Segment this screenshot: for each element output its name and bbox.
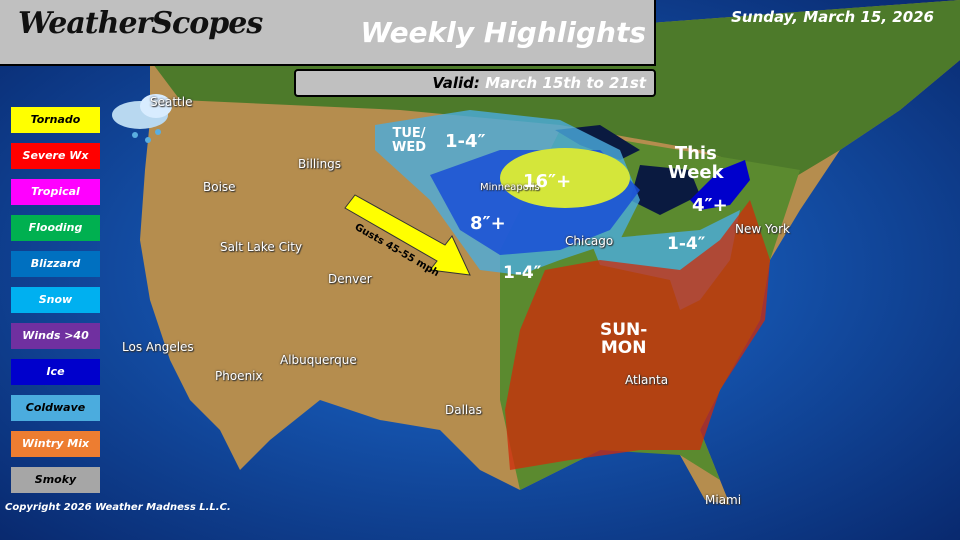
snow-amount-label: 16″+	[523, 171, 572, 192]
city-label: Dallas	[445, 403, 482, 417]
legend-item-blizzard: Blizzard	[11, 251, 100, 277]
legend-item-flooding: Flooding	[11, 215, 100, 241]
wind-arrow-icon	[344, 194, 471, 276]
legend-item-snow: Snow	[11, 287, 100, 313]
snow-16-area	[500, 148, 630, 208]
city-label: Salt Lake City	[220, 240, 303, 254]
date: Sunday, March 15, 2026	[731, 8, 934, 26]
city-label: Phoenix	[215, 369, 263, 383]
legend: Tornado Severe Wx Tropical Flooding Blizzard…	[11, 107, 100, 503]
tue-wed-label: TUE/ WED	[392, 126, 427, 155]
legend-item-tropical: Tropical	[11, 179, 100, 205]
severe-area	[505, 200, 770, 470]
snow-amount-label: 1-4″	[503, 263, 542, 283]
this-week-label: This Week	[668, 143, 724, 183]
rain-cloud-icon	[112, 94, 172, 143]
valid-label: Valid:	[432, 74, 480, 92]
city-label: Minneapolis	[480, 182, 540, 193]
city-label: Atlanta	[625, 373, 669, 387]
page-title: Weekly Highlights	[360, 16, 646, 49]
legend-item-smoky: Smoky	[11, 467, 100, 493]
ice-amount-label: 4″+	[692, 195, 728, 216]
city-label: New York	[735, 222, 790, 236]
ice-area	[690, 160, 750, 210]
legend-item-coldwave: Coldwave	[11, 395, 100, 421]
city-label: Seattle	[150, 95, 193, 109]
legend-item-tornado: Tornado	[11, 107, 100, 133]
snow-amount-label: 1-4″	[667, 234, 706, 254]
city-label: Miami	[705, 493, 742, 507]
city-label: Los Angeles	[122, 340, 194, 354]
valid-text: March 15th to 21st	[485, 74, 646, 92]
logo: WeatherScopes	[18, 6, 263, 41]
sun-mon-label: SUN- MON	[600, 320, 648, 358]
city-label: Boise	[203, 180, 236, 194]
valid-range: Valid: March 15th to 21st	[294, 69, 656, 97]
city-label: Billings	[298, 157, 342, 171]
snow-amount-label: 1-4″	[445, 131, 486, 152]
legend-item-ice: Ice	[11, 359, 100, 385]
copyright: Copyright 2026 Weather Madness L.L.C.	[5, 502, 231, 513]
snow-amount-label: 8″+	[470, 213, 506, 234]
legend-item-wintry-mix: Wintry Mix	[11, 431, 100, 457]
city-label: Albuquerque	[280, 353, 357, 367]
city-label: Denver	[328, 272, 372, 286]
legend-item-winds-40: Winds >40	[11, 323, 100, 349]
city-label: Chicago	[565, 234, 614, 248]
legend-item-severe-wx: Severe Wx	[11, 143, 100, 169]
title-banner: WeatherScopes Weekly Highlights	[0, 0, 656, 66]
